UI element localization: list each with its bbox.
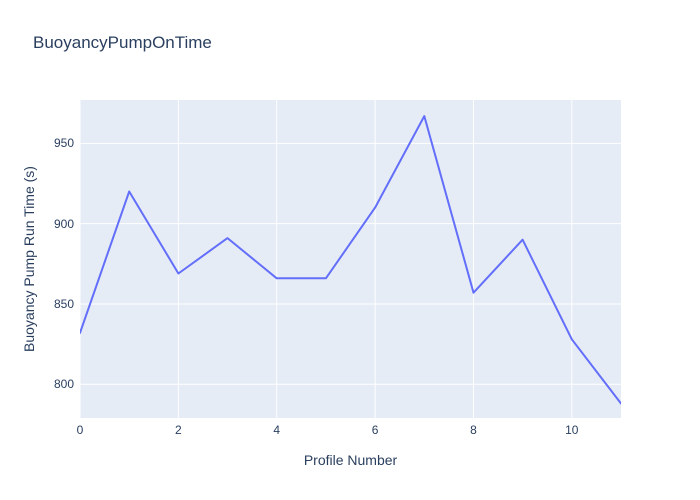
y-axis-title: Buoyancy Pump Run Time (s) xyxy=(21,166,37,352)
x-tick-label-6: 6 xyxy=(371,423,379,437)
x-tick-label-0: 0 xyxy=(76,423,84,437)
y-tick-label-800: 800 xyxy=(53,377,74,392)
y-tick-label-850: 850 xyxy=(53,296,74,311)
x-tick-label-4: 4 xyxy=(273,423,281,437)
plot-area[interactable] xyxy=(80,100,621,418)
x-tick-label-8: 8 xyxy=(470,423,477,437)
x-tick-label-10: 10 xyxy=(565,423,579,437)
horizontal-gridlines xyxy=(80,142,621,385)
line-series[interactable] xyxy=(80,115,621,405)
y-tick-label-900: 900 xyxy=(53,216,74,231)
y-tick-label-950: 950 xyxy=(53,136,74,151)
chart-title: BuoyancyPumpOnTime xyxy=(33,33,212,52)
vertical-gridlines xyxy=(80,100,573,418)
x-tick-label-2: 2 xyxy=(175,423,182,437)
x-axis-title: Profile Number xyxy=(303,452,398,468)
line-chart-canvas[interactable] xyxy=(80,100,621,418)
